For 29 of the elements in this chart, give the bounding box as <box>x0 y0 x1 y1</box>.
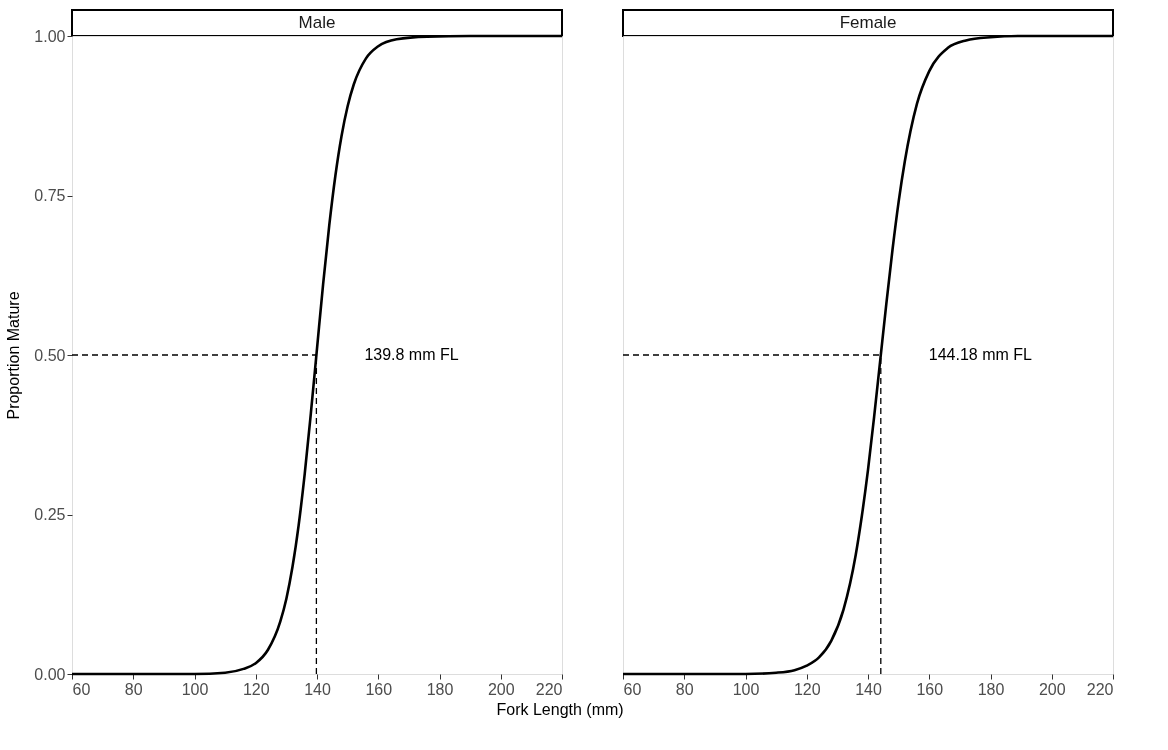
x-tick-label: 160 <box>365 680 393 698</box>
x-tick-label: 220 <box>535 680 563 698</box>
x-tick-label: 140 <box>855 680 882 698</box>
x-tick-label: 220 <box>1086 680 1114 698</box>
x-tick-label: 160 <box>916 680 944 698</box>
x-tick-label: 60 <box>623 680 642 698</box>
chart-title: Male <box>298 13 336 32</box>
y-axis-title: Proportion Mature <box>5 291 23 420</box>
x-tick-label: 200 <box>1038 680 1066 698</box>
x-tick-label: 140 <box>304 680 331 698</box>
y-tick-label: 0.75 <box>34 187 66 204</box>
x-tick-label: 120 <box>242 680 270 698</box>
x-tick-label: 120 <box>793 680 821 698</box>
x-tick-label: 80 <box>675 680 694 698</box>
x-tick-label: 180 <box>426 680 454 698</box>
x-tick-label: 100 <box>732 680 760 698</box>
chart-title: Female <box>839 13 897 32</box>
x-axis-title: Fork Length (mm) <box>496 700 624 718</box>
x-tick-label: 80 <box>124 680 143 698</box>
y-tick-label: 1.00 <box>34 27 66 45</box>
y-tick-label: 0.00 <box>34 665 66 683</box>
x-tick-label: 200 <box>487 680 515 698</box>
x-tick-label: 180 <box>977 680 1005 698</box>
y-tick-label: 0.25 <box>34 506 66 523</box>
y-tick-label: 0.50 <box>34 346 66 364</box>
x-tick-label: 60 <box>72 680 91 698</box>
x-tick-label: 100 <box>181 680 209 698</box>
annotation: 139.8 mm FL <box>364 346 459 363</box>
annotation: 144.18 mm FL <box>928 346 1033 363</box>
